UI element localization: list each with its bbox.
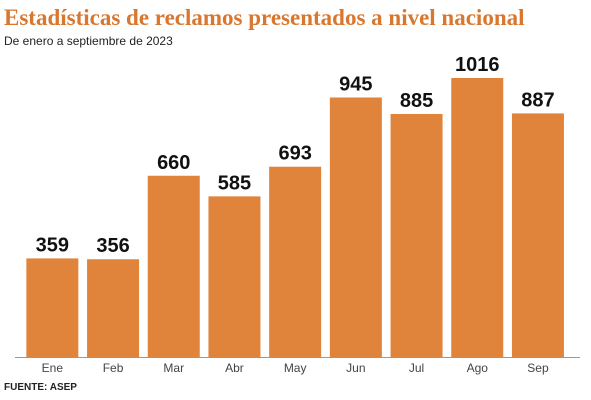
chart-subtitle: De enero a septiembre de 2023 [4, 34, 173, 48]
value-label: 1016 [455, 54, 500, 76]
value-label: 887 [521, 89, 554, 111]
x-tick-label: Jun [346, 361, 365, 375]
value-label: 359 [36, 234, 69, 256]
bar [329, 97, 382, 358]
value-label: 693 [278, 143, 311, 165]
bar [26, 258, 79, 357]
bar [87, 259, 140, 357]
x-tick-label: Ene [42, 361, 64, 375]
source: FUENTE: ASEP [4, 382, 77, 393]
bar [269, 166, 322, 357]
x-tick-label: Abr [225, 361, 244, 375]
bar [208, 196, 261, 357]
bar [451, 78, 504, 357]
bar [511, 113, 564, 357]
x-tick-label: Feb [103, 361, 124, 375]
x-tick-label: Sep [527, 361, 549, 375]
x-tick-label: May [284, 361, 307, 375]
bar [390, 113, 443, 358]
x-tick-label: Ago [467, 361, 489, 375]
value-label: 885 [400, 90, 433, 112]
bar [147, 175, 200, 357]
value-label: 356 [96, 235, 129, 257]
value-label: 585 [218, 172, 251, 194]
value-label: 660 [157, 152, 190, 174]
chart-title: Estadísticas de reclamos presentados a n… [4, 5, 525, 30]
value-label: 945 [339, 73, 372, 95]
x-tick-label: Mar [163, 361, 184, 375]
x-tick-label: Jul [409, 361, 424, 375]
